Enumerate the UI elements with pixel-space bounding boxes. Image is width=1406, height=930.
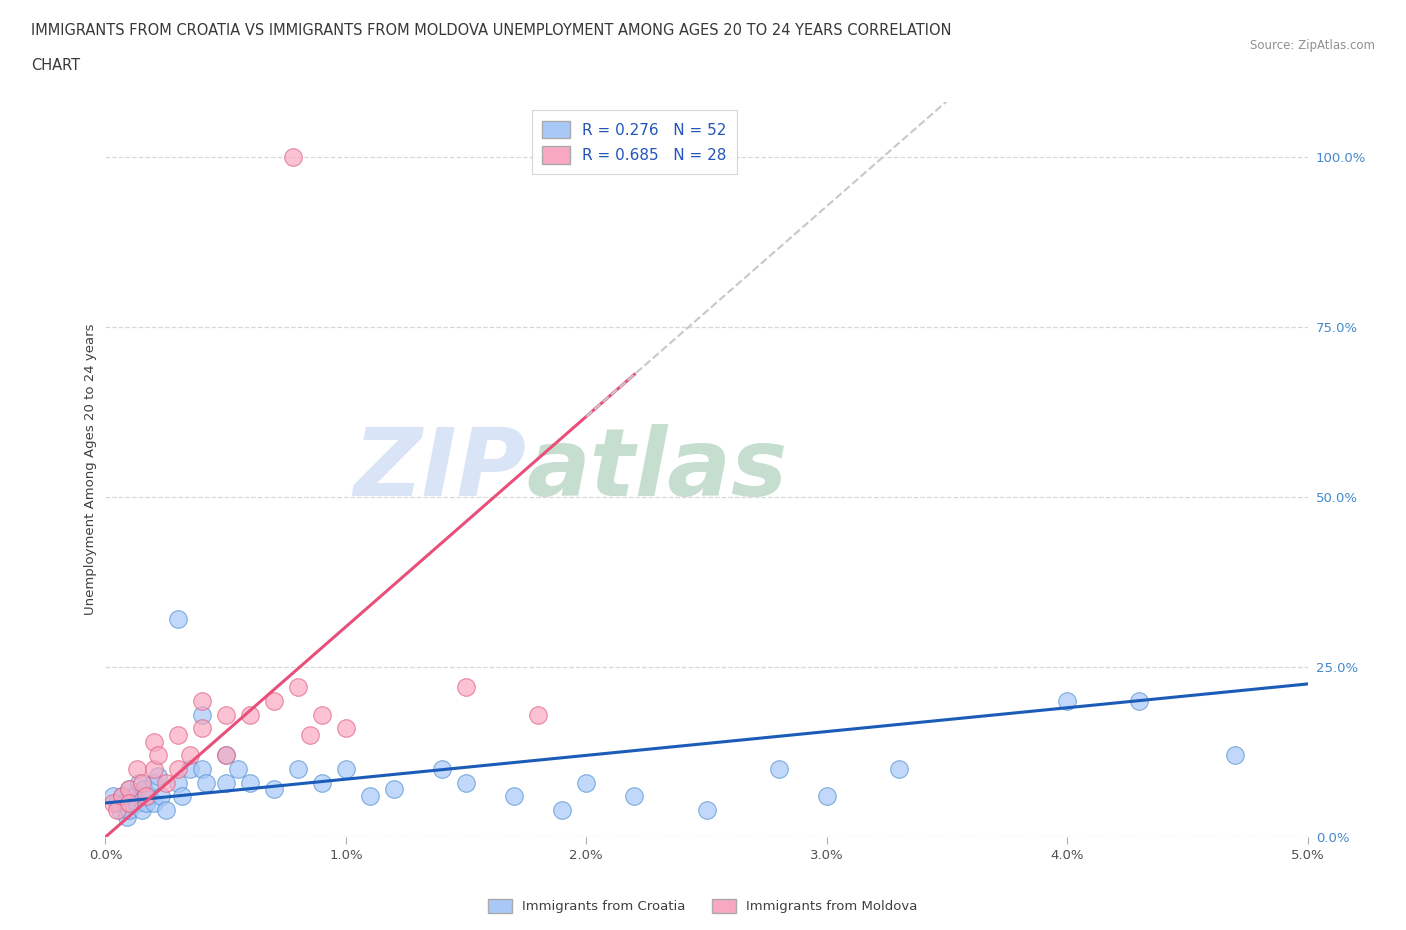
Point bbox=[135, 789, 157, 804]
Point bbox=[142, 762, 165, 777]
Point bbox=[239, 775, 262, 790]
Y-axis label: Unemployment Among Ages 20 to 24 years: Unemployment Among Ages 20 to 24 years bbox=[84, 324, 97, 616]
Point bbox=[768, 762, 790, 777]
Point bbox=[115, 809, 138, 824]
Point bbox=[166, 612, 188, 627]
Point bbox=[359, 789, 381, 804]
Point bbox=[114, 795, 136, 810]
Point bbox=[149, 789, 172, 804]
Point bbox=[263, 782, 285, 797]
Point bbox=[118, 782, 141, 797]
Point bbox=[179, 762, 201, 777]
Point bbox=[887, 762, 910, 777]
Point bbox=[142, 795, 165, 810]
Point bbox=[696, 803, 718, 817]
Point bbox=[131, 775, 153, 790]
Point bbox=[166, 727, 188, 742]
Point bbox=[128, 775, 150, 790]
Point bbox=[1225, 748, 1247, 763]
Point bbox=[195, 775, 218, 790]
Point bbox=[190, 721, 212, 736]
Point bbox=[111, 789, 134, 804]
Point bbox=[131, 789, 153, 804]
Point bbox=[142, 775, 165, 790]
Point bbox=[503, 789, 526, 804]
Point bbox=[1128, 694, 1150, 709]
Point bbox=[118, 795, 141, 810]
Point bbox=[107, 795, 129, 810]
Point bbox=[111, 789, 134, 804]
Text: Source: ZipAtlas.com: Source: ZipAtlas.com bbox=[1250, 39, 1375, 52]
Point bbox=[172, 789, 194, 804]
Point bbox=[815, 789, 838, 804]
Point bbox=[190, 694, 212, 709]
Point bbox=[239, 707, 262, 722]
Point bbox=[214, 748, 236, 763]
Point bbox=[551, 803, 574, 817]
Point bbox=[166, 775, 188, 790]
Point bbox=[124, 789, 146, 804]
Point bbox=[148, 768, 170, 783]
Point bbox=[454, 680, 477, 695]
Point bbox=[148, 748, 170, 763]
Point bbox=[335, 721, 357, 736]
Point bbox=[190, 707, 212, 722]
Point bbox=[575, 775, 598, 790]
Text: CHART: CHART bbox=[31, 58, 80, 73]
Point bbox=[214, 707, 236, 722]
Point bbox=[155, 803, 177, 817]
Point bbox=[1056, 694, 1078, 709]
Point bbox=[101, 789, 124, 804]
Point bbox=[226, 762, 249, 777]
Point bbox=[125, 762, 148, 777]
Point bbox=[132, 782, 155, 797]
Point bbox=[155, 775, 177, 790]
Point bbox=[527, 707, 550, 722]
Point bbox=[101, 795, 124, 810]
Point bbox=[287, 762, 309, 777]
Point bbox=[382, 782, 405, 797]
Point bbox=[214, 775, 236, 790]
Point bbox=[311, 707, 333, 722]
Point bbox=[135, 795, 157, 810]
Point bbox=[190, 762, 212, 777]
Point bbox=[142, 735, 165, 750]
Point bbox=[311, 775, 333, 790]
Text: ZIP: ZIP bbox=[353, 424, 526, 515]
Text: IMMIGRANTS FROM CROATIA VS IMMIGRANTS FROM MOLDOVA UNEMPLOYMENT AMONG AGES 20 TO: IMMIGRANTS FROM CROATIA VS IMMIGRANTS FR… bbox=[31, 23, 952, 38]
Point bbox=[118, 782, 141, 797]
Point bbox=[125, 795, 148, 810]
Point bbox=[287, 680, 309, 695]
Text: atlas: atlas bbox=[526, 424, 787, 515]
Point bbox=[281, 150, 304, 165]
Point bbox=[179, 748, 201, 763]
Legend: R = 0.276   N = 52, R = 0.685   N = 28: R = 0.276 N = 52, R = 0.685 N = 28 bbox=[531, 110, 737, 174]
Point bbox=[108, 803, 131, 817]
Point bbox=[454, 775, 477, 790]
Point bbox=[118, 803, 141, 817]
Point bbox=[138, 789, 160, 804]
Point bbox=[131, 803, 153, 817]
Point bbox=[298, 727, 321, 742]
Point bbox=[430, 762, 453, 777]
Point bbox=[263, 694, 285, 709]
Point bbox=[166, 762, 188, 777]
Legend: Immigrants from Croatia, Immigrants from Moldova: Immigrants from Croatia, Immigrants from… bbox=[482, 894, 924, 919]
Point bbox=[335, 762, 357, 777]
Point bbox=[118, 795, 141, 810]
Point bbox=[623, 789, 645, 804]
Point bbox=[107, 803, 129, 817]
Point bbox=[214, 748, 236, 763]
